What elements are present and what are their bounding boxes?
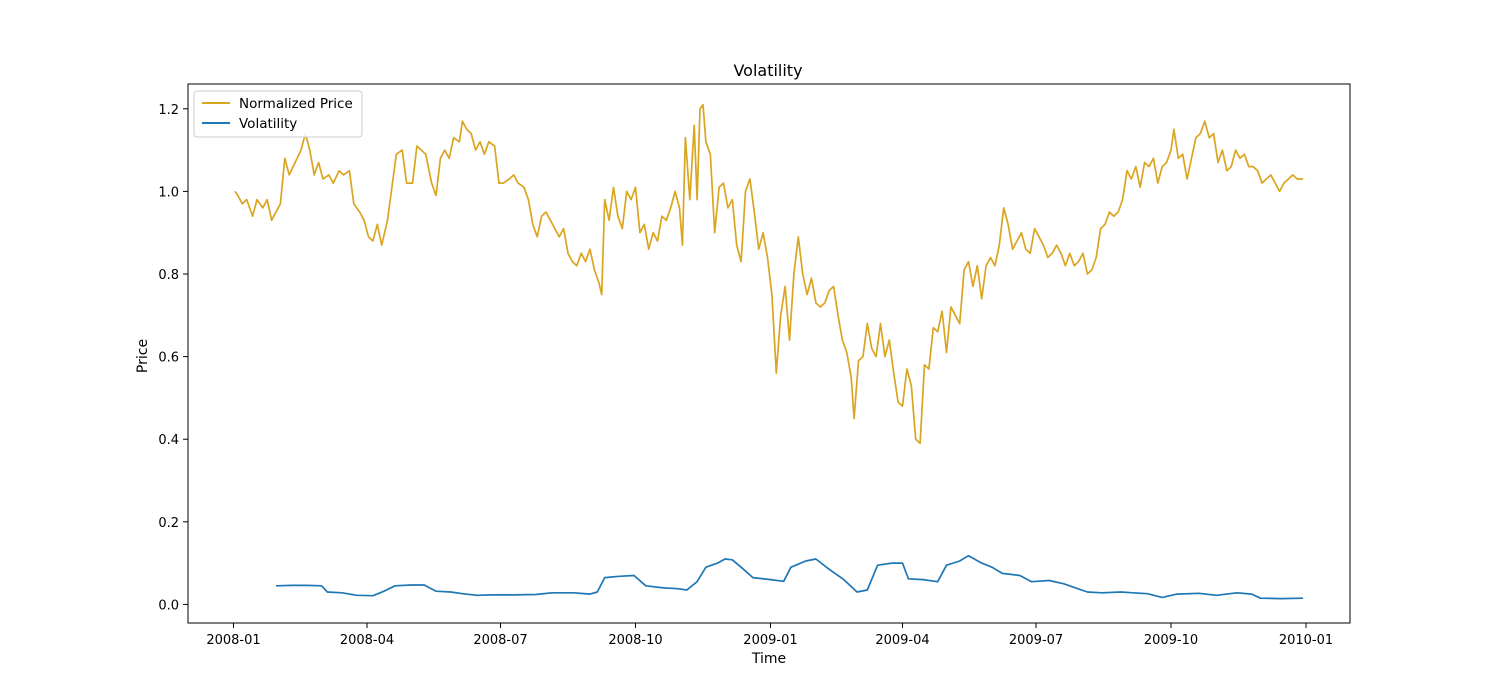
y-tick-label: 1.2	[158, 103, 179, 118]
x-tick-label: 2009-10	[1144, 633, 1198, 648]
legend-label-volatility: Volatility	[239, 116, 297, 132]
y-tick-label: 0.6	[158, 351, 179, 366]
x-tick-label: 2008-10	[608, 633, 662, 648]
x-tick-label: 2008-01	[206, 633, 260, 648]
y-tick-label: 0.0	[158, 598, 179, 613]
x-tick-label: 2010-01	[1279, 633, 1333, 648]
y-axis-ticks: 0.0 0.2 0.4 0.6 0.8 1.0 1.2	[158, 103, 188, 613]
x-axis-ticks: 2008-01 2008-04 2008-07 2008-10 2009-01 2009-…	[206, 623, 1333, 648]
x-axis-label: Time	[751, 651, 786, 667]
x-tick-label: 2009-01	[743, 633, 797, 648]
series-lines	[234, 103, 1304, 600]
series-line-normalized-price	[234, 103, 1304, 445]
y-tick-label: 0.4	[158, 433, 179, 448]
y-tick-label: 1.0	[158, 185, 179, 200]
plot-frame	[187, 83, 1351, 624]
x-tick-label: 2009-07	[1009, 633, 1063, 648]
legend-label-normalized-price: Normalized Price	[239, 96, 353, 112]
y-tick-label: 0.2	[158, 516, 179, 531]
series-line-volatility	[275, 554, 1304, 600]
chart-title: Volatility	[733, 61, 802, 80]
y-tick-label: 0.8	[158, 268, 179, 283]
legend-box	[193, 90, 363, 138]
x-tick-label: 2009-04	[875, 633, 929, 648]
y-axis-label: Price	[135, 339, 151, 373]
legend: Normalized Price Volatility	[193, 90, 363, 138]
x-tick-label: 2008-04	[340, 633, 394, 648]
x-tick-label: 2008-07	[473, 633, 527, 648]
